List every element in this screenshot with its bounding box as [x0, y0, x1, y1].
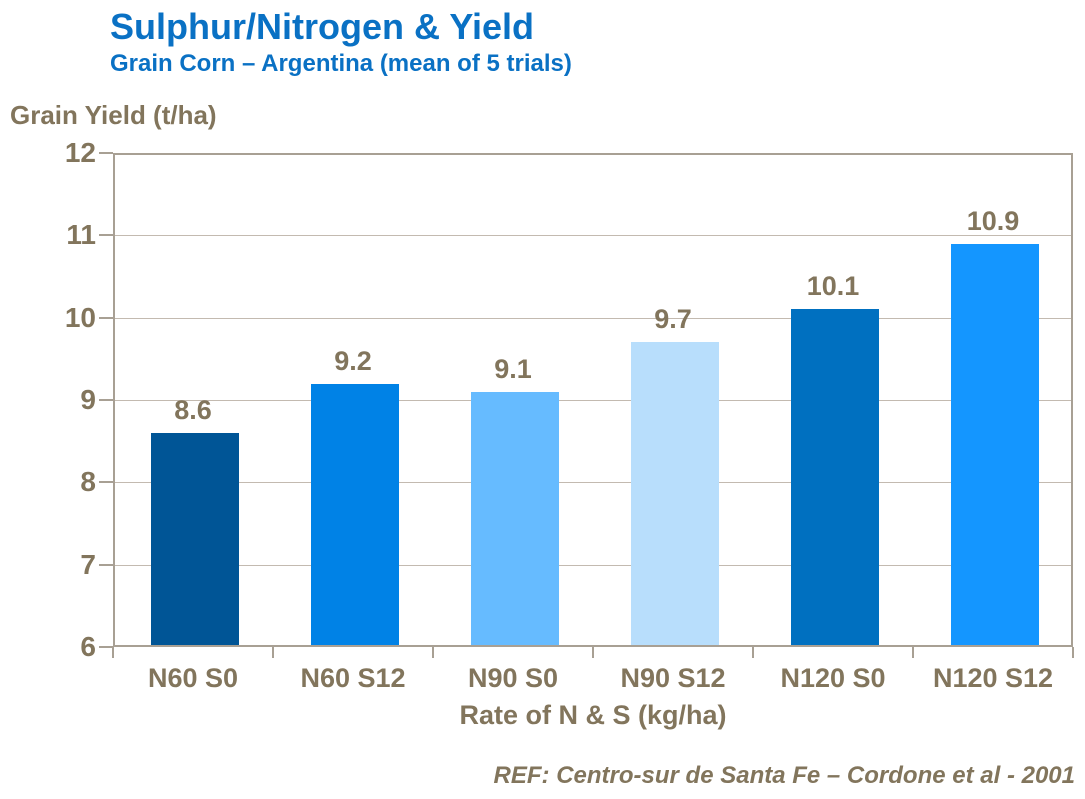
y-tick-mark: [99, 399, 113, 401]
bar-n60-s0: [151, 432, 239, 645]
y-tick-label: 6: [80, 631, 96, 662]
x-axis-title: Rate of N & S (kg/ha): [459, 700, 727, 730]
x-tick-mark: [592, 647, 594, 658]
bar-n90-s12: [631, 342, 719, 645]
y-tick-mark: [99, 316, 113, 319]
y-axis-title: Grain Yield (t/ha): [10, 100, 217, 130]
y-tick-mark: [99, 563, 113, 566]
bar-n120-s0: [791, 309, 879, 645]
x-category-label: N60 S12: [300, 663, 406, 693]
y-tick-label: 8: [80, 466, 96, 498]
bar-value-label: 9.2: [334, 345, 372, 376]
bar-n120-s12: [951, 243, 1039, 645]
x-tick-mark: [272, 647, 274, 658]
gridline-y-8: [115, 482, 1071, 484]
bar-value-label: 9.1: [494, 353, 532, 384]
bar-value-label: 9.7: [654, 304, 692, 335]
bar-n60-s12: [311, 383, 399, 645]
plot-area: [113, 153, 1073, 647]
gridline-y-7: [115, 564, 1071, 566]
gridline-y-10: [115, 317, 1071, 319]
x-category-label: N120 S12: [932, 663, 1054, 693]
y-tick-label: 12: [64, 137, 96, 168]
y-tick-mark: [99, 234, 113, 237]
y-tick-label: 11: [66, 219, 96, 251]
reference-text: REF: Centro-sur de Santa Fe – Cordone et…: [493, 762, 1075, 789]
gridline-y-9: [115, 400, 1071, 401]
y-tick-mark: [99, 646, 113, 648]
chart-title: Sulphur/Nitrogen & Yield: [110, 6, 535, 47]
x-tick-mark: [912, 647, 914, 658]
bar-value-label: 8.6: [174, 394, 212, 425]
y-tick-mark: [99, 481, 113, 484]
y-tick-mark: [99, 152, 113, 154]
x-category-label: N90 S0: [467, 663, 559, 693]
x-category-label: N60 S0: [147, 663, 239, 693]
bar-n90-s0: [471, 391, 559, 645]
y-tick-label: 9: [80, 384, 96, 415]
x-category-label: N90 S12: [620, 663, 726, 693]
chart-subtitle: Grain Corn – Argentina (mean of 5 trials…: [110, 50, 572, 77]
x-tick-mark: [112, 647, 114, 658]
x-tick-mark: [752, 647, 754, 658]
gridline-y-11: [115, 235, 1071, 237]
x-category-label: N120 S0: [780, 663, 886, 693]
x-tick-mark: [1072, 647, 1074, 658]
y-tick-label: 10: [64, 301, 96, 333]
bar-value-label: 10.1: [806, 271, 860, 302]
bar-value-label: 10.9: [966, 205, 1020, 236]
y-tick-label: 7: [80, 548, 96, 580]
x-tick-mark: [432, 647, 434, 658]
